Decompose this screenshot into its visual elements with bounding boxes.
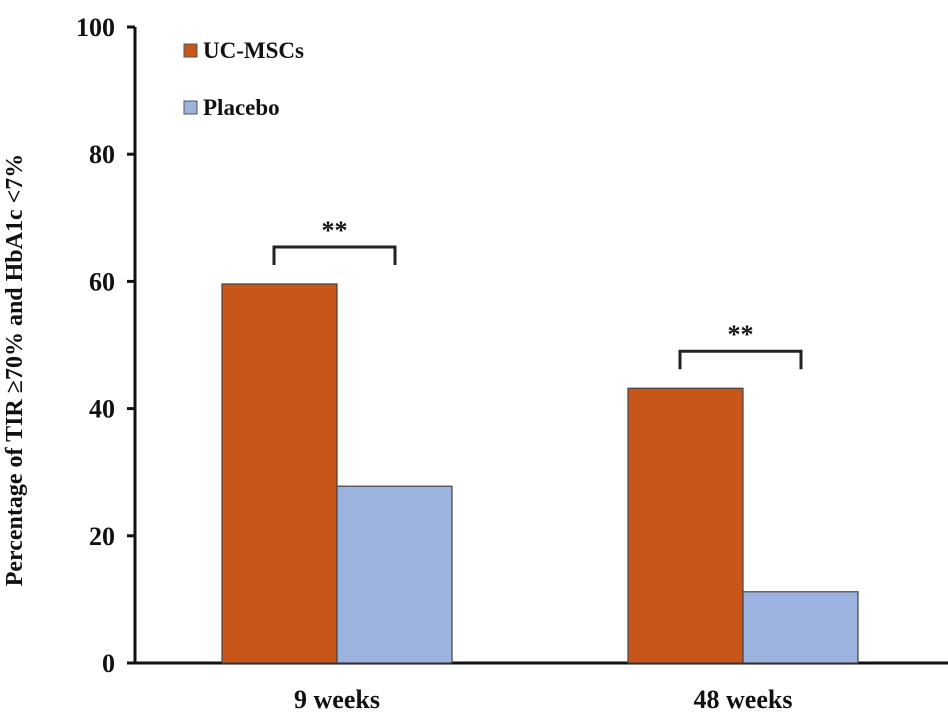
y-tick-label: 60 bbox=[89, 267, 115, 296]
x-tick-label: 48 weeks bbox=[694, 685, 793, 714]
legend-label: Placebo bbox=[203, 95, 280, 120]
y-tick-label: 40 bbox=[89, 395, 115, 424]
y-tick-label: 0 bbox=[102, 649, 115, 678]
significance-label: ** bbox=[322, 216, 348, 245]
y-tick-label: 20 bbox=[89, 522, 115, 551]
y-tick-label: 100 bbox=[76, 13, 115, 42]
x-tick-labels: 9 weeks 48 weeks bbox=[294, 685, 792, 714]
legend: UC-MSCs Placebo bbox=[183, 38, 304, 120]
significance-annotations: ** ** bbox=[272, 216, 803, 370]
bars bbox=[221, 283, 859, 664]
bar-placebo-1 bbox=[742, 591, 859, 664]
legend-swatch bbox=[183, 100, 198, 115]
x-tick-label: 9 weeks bbox=[294, 685, 380, 714]
bar-uc-mscs-1 bbox=[627, 387, 744, 664]
bar-placebo-0 bbox=[336, 485, 453, 664]
significance-bracket bbox=[678, 349, 803, 370]
bar-uc-mscs-0 bbox=[221, 283, 338, 664]
y-axis-label: Percentage of TIR ≥70% and HbA1c <7% bbox=[2, 154, 28, 587]
legend-swatch bbox=[183, 43, 198, 58]
significance-label: ** bbox=[728, 320, 754, 349]
y-tick-label: 80 bbox=[89, 140, 115, 169]
legend-label: UC-MSCs bbox=[203, 38, 304, 63]
significance-bracket bbox=[272, 245, 397, 265]
